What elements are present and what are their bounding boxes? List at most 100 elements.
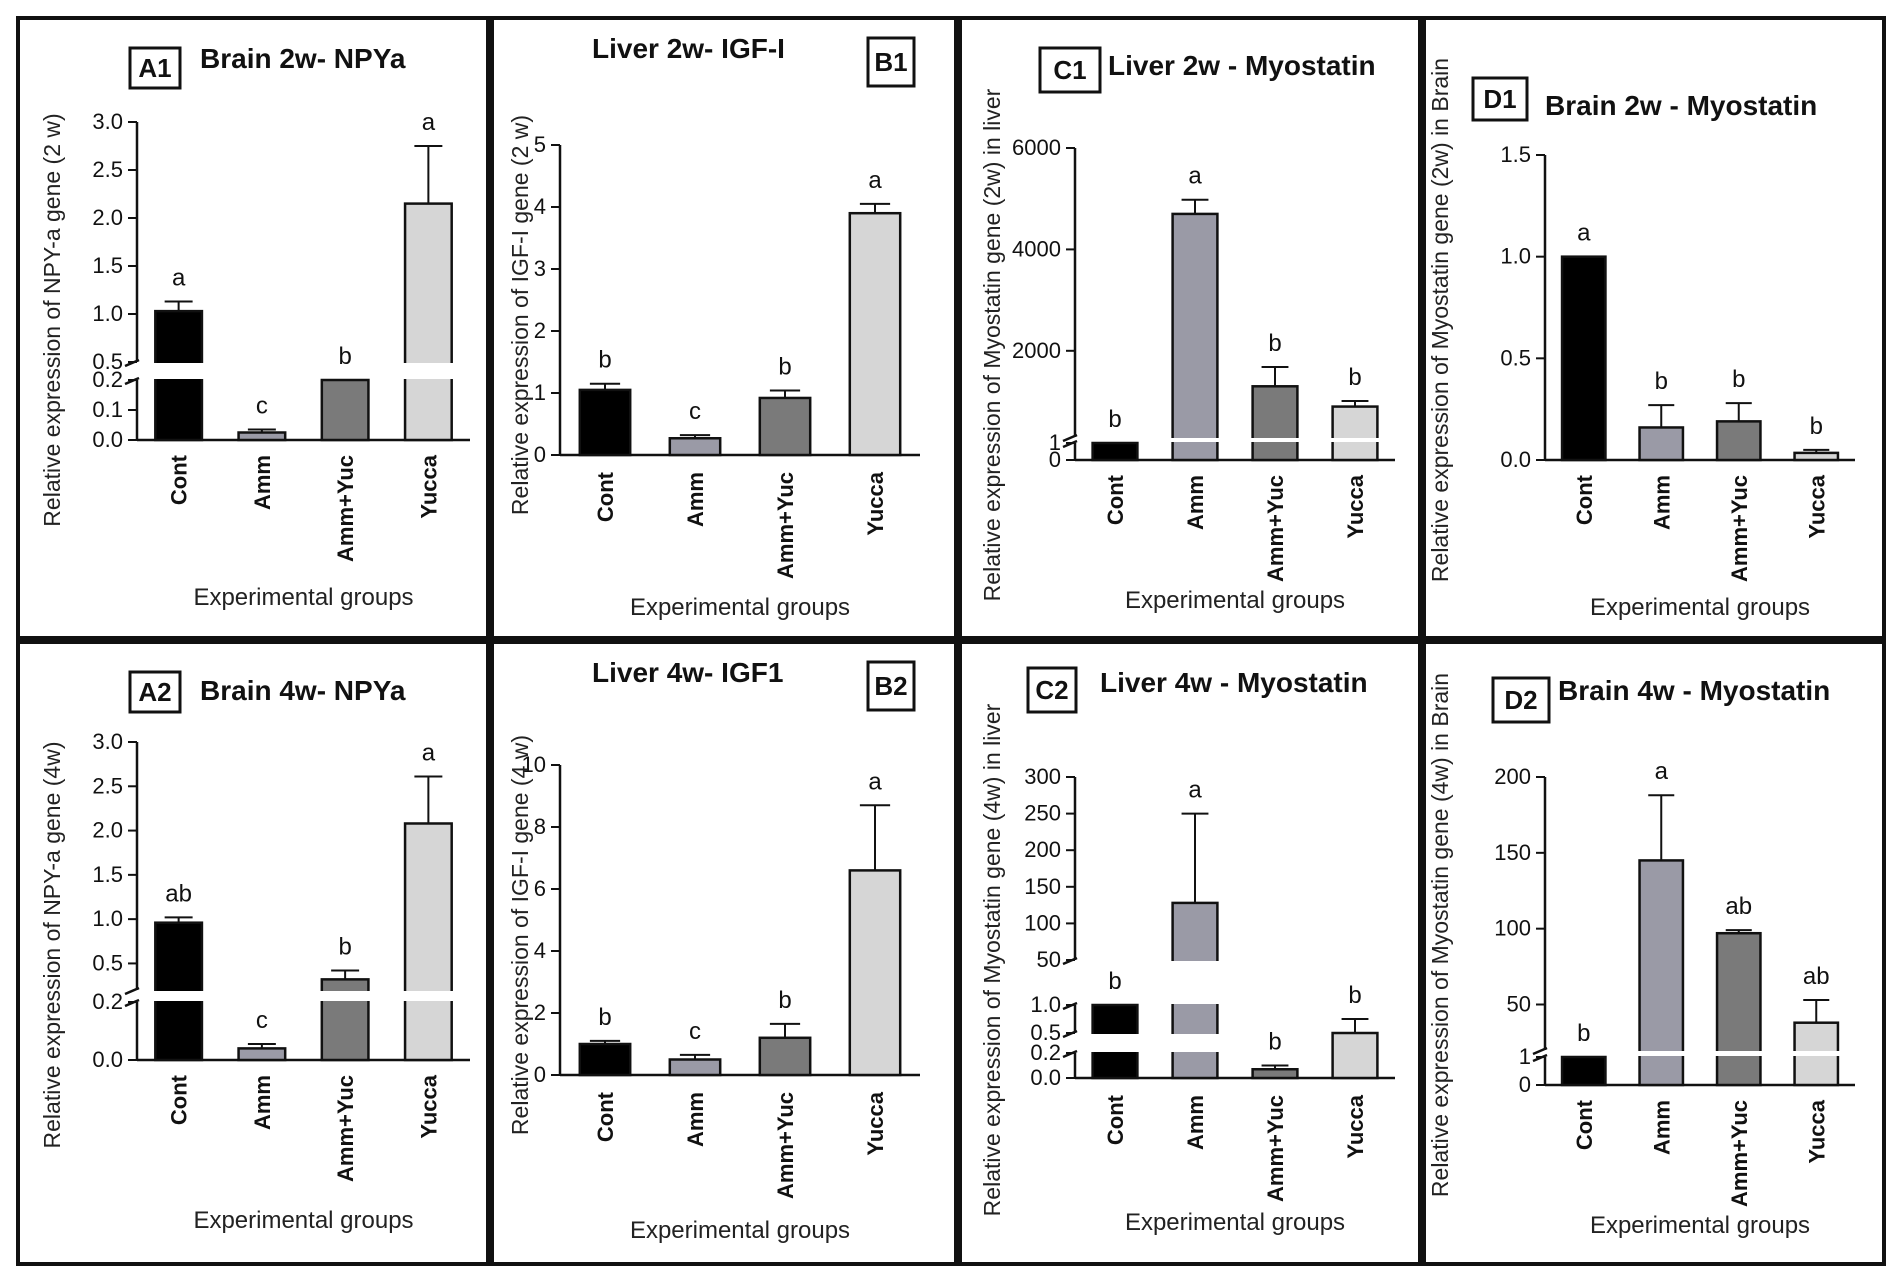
panel-id: B1 xyxy=(874,47,907,77)
bar-amm xyxy=(237,431,287,442)
bar-cont xyxy=(578,1042,632,1077)
y-tick-label: 6000 xyxy=(1012,135,1061,160)
bar-yucca xyxy=(848,211,902,457)
panel-b1: B1 Liver 2w- IGF-I 0 1 2 3 4 5 b Cont c Amm b Amm+Yuc… xyxy=(490,16,958,640)
significance-letter: a xyxy=(422,109,436,136)
bar-amm-yuc xyxy=(1251,385,1299,462)
panel-frame xyxy=(490,16,958,640)
bar-break-band xyxy=(1090,1034,1140,1052)
x-category-label: Cont xyxy=(167,1074,192,1125)
bar-yucca xyxy=(1331,1031,1379,1080)
significance-letter: a xyxy=(1577,220,1591,247)
axis-break-mark xyxy=(124,986,140,996)
panel-a1: A1 Brain 2w- NPYa 0.0 0.1 0.20.5 1.0 1.5 2.0 2.5… xyxy=(16,16,490,640)
panel-d2: D2 Brain 4w - Myostatin0150100150200bCont… xyxy=(1422,640,1886,1266)
significance-letter: ab xyxy=(1803,963,1830,990)
y-tick-label: 1.5 xyxy=(92,862,123,887)
x-category-label: Amm+Yuc xyxy=(333,455,358,562)
significance-letter: a xyxy=(1188,163,1202,190)
axis-break-mark xyxy=(1062,433,1078,443)
y-tick-label: 1.5 xyxy=(1500,142,1531,167)
x-axis-label: Experimental groups xyxy=(1125,587,1345,614)
bar-break-band xyxy=(1637,1051,1685,1056)
bar-yucca xyxy=(403,822,453,1062)
y-tick-label: 1.0 xyxy=(1030,992,1061,1017)
significance-letter: b xyxy=(1108,406,1121,433)
y-tick-label: 2 xyxy=(534,1000,546,1025)
x-category-label: Cont xyxy=(167,454,192,505)
y-tick-label: 1 xyxy=(1519,1044,1531,1069)
y-tick-label: 6 xyxy=(534,876,546,901)
y-tick-label: 0.2 xyxy=(92,989,123,1014)
panel-id-box xyxy=(866,36,916,88)
x-category-label: Yucca xyxy=(1804,474,1829,538)
bar-yucca xyxy=(848,869,902,1077)
x-category-label: Yucca xyxy=(1804,1099,1829,1163)
x-axis-label: Experimental groups xyxy=(1590,594,1810,621)
panel-id-box xyxy=(866,660,916,712)
panel-id-box xyxy=(1026,666,1078,714)
panel-id-box xyxy=(128,670,182,714)
y-tick-label: 1.5 xyxy=(92,253,123,278)
significance-letter: a xyxy=(422,740,436,767)
panel-b2: B2 Liver 4w- IGF1 0 2 4 6 8 10 b Cont c Amm b Amm+Yuc… xyxy=(490,640,958,1266)
chart-title: Liver 4w - Myostatin xyxy=(1100,667,1368,698)
y-tick-label: 1.0 xyxy=(92,301,123,326)
significance-letter: b xyxy=(1810,413,1823,440)
bar-amm xyxy=(668,437,722,457)
x-category-label: Amm xyxy=(683,472,708,527)
x-category-label: Amm+Yuc xyxy=(1727,1100,1752,1207)
y-tick-label: 2.5 xyxy=(92,157,123,182)
y-tick-label: 100 xyxy=(1024,910,1061,935)
bar-cont xyxy=(1560,1055,1607,1087)
y-tick-label: 100 xyxy=(1494,916,1531,941)
significance-letter: b xyxy=(1655,368,1668,395)
panel-c1: C1 Liver 2w - Myostatin 01 2000 4000 6000 b Con… xyxy=(958,16,1422,640)
y-tick-label: 0 xyxy=(1519,1072,1531,1097)
x-category-label: Cont xyxy=(593,1091,618,1142)
x-category-label: Amm xyxy=(250,455,275,510)
bar-break-band xyxy=(1170,961,1220,1004)
significance-letter: c xyxy=(256,393,268,420)
bar-amm xyxy=(237,1047,287,1062)
significance-letter: c xyxy=(256,1007,268,1034)
significance-letter: b xyxy=(338,934,351,961)
panel-id: D2 xyxy=(1504,685,1537,715)
x-axis-label: Experimental groups xyxy=(193,584,413,611)
panel-id-box xyxy=(1491,676,1551,724)
y-axis-label: Relative expression of Myostatin gene (4… xyxy=(979,703,1005,1216)
significance-letter: c xyxy=(689,398,701,425)
significance-letter: b xyxy=(778,354,791,381)
y-tick-label: 0.0 xyxy=(92,427,123,452)
y-axis-label: Relative expression of NPY-a gene (2 w) xyxy=(39,113,65,526)
y-tick-label: 0.0 xyxy=(92,1047,123,1072)
x-axis-label: Experimental groups xyxy=(630,1217,850,1244)
y-axis-label: Relative expression of NPY-a gene (4w) xyxy=(39,742,65,1149)
significance-letter: a xyxy=(868,167,882,194)
x-category-label: Yucca xyxy=(1343,474,1368,538)
y-tick-label: 0.5 xyxy=(92,349,123,374)
y-tick-label: 0.2 xyxy=(92,367,123,392)
significance-letter: b xyxy=(1268,1029,1281,1056)
panel-frame xyxy=(16,16,490,640)
x-category-label: Cont xyxy=(1103,474,1128,525)
y-tick-label: 1 xyxy=(1049,430,1061,455)
x-axis-label: Experimental groups xyxy=(1125,1209,1345,1236)
y-axis-label: Relative expression of IGF-I gene (2 w) xyxy=(507,115,533,515)
y-axis-label: Relative expression of IGF-I gene (4 w) xyxy=(507,735,533,1135)
y-tick-label: 0 xyxy=(1049,447,1061,472)
x-category-label: Amm+Yuc xyxy=(773,472,798,579)
bar-break-band xyxy=(1170,438,1220,442)
x-category-label: Yucca xyxy=(1343,1094,1368,1158)
bar-break-band xyxy=(153,991,204,1001)
chart-title: Liver 4w- IGF1 xyxy=(592,657,783,688)
significance-letter: b xyxy=(1108,968,1121,995)
bar-break-band xyxy=(1330,438,1380,442)
x-category-label: Amm+Yuc xyxy=(1263,1095,1288,1202)
chart-title: Brain 2w- NPYa xyxy=(200,43,406,74)
y-tick-label: 4 xyxy=(534,938,546,963)
y-tick-label: 2.0 xyxy=(92,818,123,843)
y-tick-label: 3.0 xyxy=(92,729,123,754)
bar-cont xyxy=(1091,441,1139,462)
x-axis-label: Experimental groups xyxy=(1590,1212,1810,1239)
